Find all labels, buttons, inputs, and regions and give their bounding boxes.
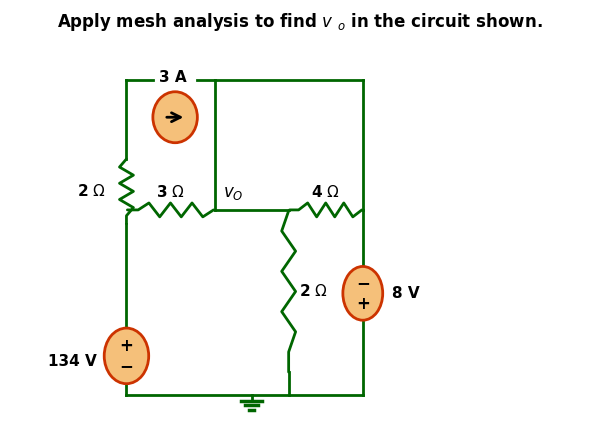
Text: 3 A: 3 A bbox=[159, 70, 187, 85]
Text: 3 $\Omega$: 3 $\Omega$ bbox=[156, 184, 185, 200]
Text: +: + bbox=[119, 337, 133, 355]
Ellipse shape bbox=[153, 92, 198, 143]
Text: 2 $\Omega$: 2 $\Omega$ bbox=[76, 183, 105, 199]
Text: −: − bbox=[119, 357, 133, 375]
Text: +: + bbox=[356, 295, 370, 312]
Text: Apply mesh analysis to find $v\ _o$ in the circuit shown.: Apply mesh analysis to find $v\ _o$ in t… bbox=[57, 11, 542, 33]
Text: $v_O$: $v_O$ bbox=[223, 183, 244, 202]
Text: 4 $\Omega$: 4 $\Omega$ bbox=[311, 184, 340, 200]
Text: 8 V: 8 V bbox=[391, 286, 419, 301]
Ellipse shape bbox=[104, 328, 148, 384]
Text: 134 V: 134 V bbox=[48, 354, 96, 369]
Text: 2 $\Omega$: 2 $\Omega$ bbox=[299, 284, 328, 299]
Text: −: − bbox=[356, 274, 370, 292]
Ellipse shape bbox=[343, 266, 383, 320]
